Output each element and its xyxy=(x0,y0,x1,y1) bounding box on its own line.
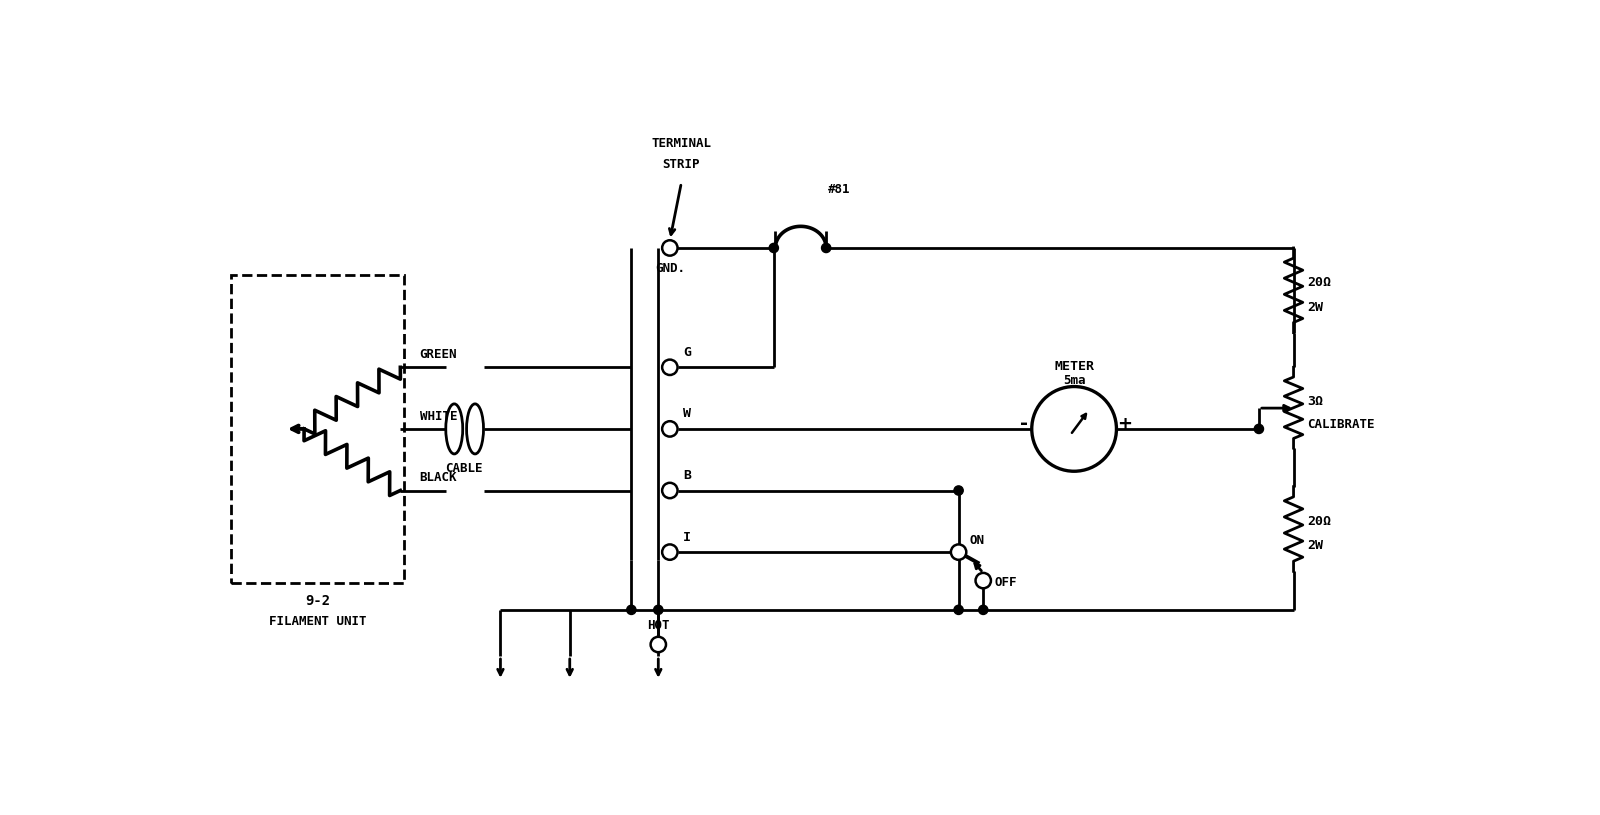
Circle shape xyxy=(662,359,677,375)
Text: GREEN: GREEN xyxy=(419,348,458,361)
Text: FILAMENT UNIT: FILAMENT UNIT xyxy=(269,615,366,628)
Text: METER: METER xyxy=(1054,359,1094,372)
Circle shape xyxy=(954,486,963,496)
Text: +: + xyxy=(1117,415,1131,433)
Text: BLACK: BLACK xyxy=(419,471,458,484)
Text: W: W xyxy=(683,408,691,421)
Text: B: B xyxy=(683,469,691,482)
Text: ON: ON xyxy=(970,535,984,548)
Circle shape xyxy=(1254,425,1264,434)
Circle shape xyxy=(821,244,830,253)
Text: 2W: 2W xyxy=(1307,301,1323,314)
Text: -: - xyxy=(1021,414,1029,433)
Text: 2W: 2W xyxy=(1307,540,1323,553)
Circle shape xyxy=(950,544,966,560)
Circle shape xyxy=(627,606,635,615)
Text: I: I xyxy=(683,531,691,544)
Circle shape xyxy=(770,244,779,253)
Text: CABLE: CABLE xyxy=(445,462,483,475)
Text: OFF: OFF xyxy=(994,576,1016,589)
Circle shape xyxy=(1032,386,1117,471)
Circle shape xyxy=(662,544,677,560)
Text: TERMINAL: TERMINAL xyxy=(651,138,712,151)
Circle shape xyxy=(954,606,963,615)
Circle shape xyxy=(976,573,990,588)
Circle shape xyxy=(654,606,662,615)
Circle shape xyxy=(662,421,677,437)
Text: G: G xyxy=(683,346,691,359)
Text: WHITE: WHITE xyxy=(419,410,458,423)
Text: STRIP: STRIP xyxy=(662,158,701,171)
Text: 20Ω: 20Ω xyxy=(1307,276,1331,289)
Text: 3Ω: 3Ω xyxy=(1307,395,1323,408)
Text: CALIBRATE: CALIBRATE xyxy=(1307,418,1374,431)
Circle shape xyxy=(954,548,963,557)
Circle shape xyxy=(979,606,987,615)
Text: GND.: GND. xyxy=(654,262,685,275)
Text: HOT: HOT xyxy=(646,619,669,632)
Text: 9-2: 9-2 xyxy=(306,594,330,609)
Text: 20Ω: 20Ω xyxy=(1307,515,1331,528)
Text: #81: #81 xyxy=(827,183,850,196)
Circle shape xyxy=(662,482,677,498)
Text: 5ma: 5ma xyxy=(1062,373,1085,386)
Circle shape xyxy=(662,240,677,256)
Circle shape xyxy=(651,637,666,652)
